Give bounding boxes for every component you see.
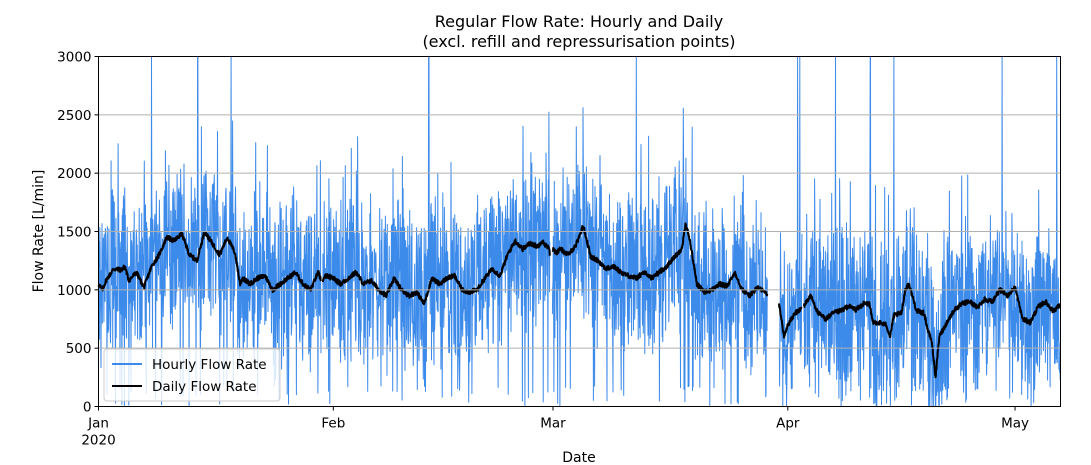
x-tick-label: May xyxy=(1001,416,1029,432)
y-tick-label: 2500 xyxy=(57,108,91,124)
x-tick-label: Feb xyxy=(321,416,345,432)
chart-subtitle: (excl. refill and repressurisation point… xyxy=(422,32,735,51)
y-tick-label: 1500 xyxy=(57,225,91,241)
hourly-flow-line xyxy=(322,56,551,407)
x-tick-label: Jan xyxy=(87,416,109,432)
x-tick-label: Apr xyxy=(776,416,800,432)
x-tick-label: Mar xyxy=(540,416,566,432)
daily-flow-line xyxy=(551,222,769,299)
legend-hourly-label: Hourly Flow Rate xyxy=(152,357,267,373)
legend-daily-label: Daily Flow Rate xyxy=(152,379,257,395)
daily-flow-line xyxy=(97,231,322,293)
legend-box xyxy=(103,348,281,402)
chart-title: Regular Flow Rate: Hourly and Daily xyxy=(435,12,723,31)
daily-flow-line xyxy=(778,303,803,339)
legend: Hourly Flow Rate Daily Flow Rate xyxy=(103,348,281,402)
gridlines xyxy=(98,114,1061,349)
y-axis-label: Flow Rate [L/min] xyxy=(31,170,47,293)
daily-series-group xyxy=(97,222,1062,379)
x-axis-label: Date xyxy=(562,450,595,465)
hourly-flow-line xyxy=(778,56,803,407)
y-tick-label: 1000 xyxy=(57,283,91,299)
daily-flow-line xyxy=(321,238,551,306)
y-tick-label: 0 xyxy=(83,400,92,416)
x-tick-sublabel: 2020 xyxy=(81,433,115,449)
y-tick-label: 500 xyxy=(66,341,92,357)
daily-flow-line xyxy=(802,282,1062,379)
y-tick-label: 3000 xyxy=(57,50,91,66)
y-tick-label: 2000 xyxy=(57,166,91,182)
